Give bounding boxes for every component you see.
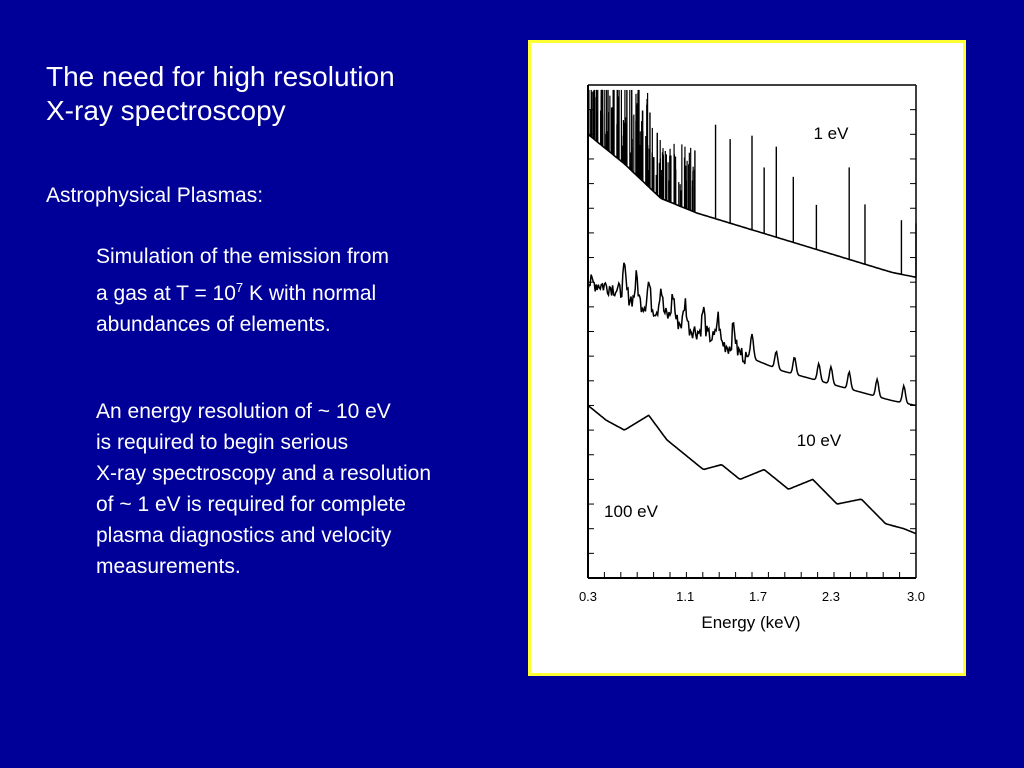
para2-line-3: X-ray spectroscopy and a resolution [96,462,432,485]
series-label-1ev: 1 eV [814,124,850,143]
spectrum-chart: 0.3 1.1 1.7 2.3 3.0 Energy (keV) 1 eV 10 eV 100 … [579,84,925,632]
series-label-100ev: 100 eV [604,502,659,521]
x-tick-label: 2.3 [822,589,840,604]
title-line-1: The need for high resolution [46,61,395,92]
x-tick-label: 1.1 [676,589,694,604]
para2-line-4: of ~ 1 eV is required for complete [96,493,406,516]
para1-line-2-post: K with normal [243,282,377,305]
x-tick-label: 1.7 [749,589,767,604]
para1-line-2-pre: a gas at T = 10 [96,282,236,305]
x-tick-label: 3.0 [907,589,925,604]
para2-line-1: An energy resolution of ~ 10 eV [96,400,391,423]
simulation-paragraph: Simulation of the emission from a gas at… [96,241,389,340]
para1-line-2: a gas at T = 107 K with normal [96,272,389,309]
series-100ev-curve [587,404,917,535]
para2-line-6: measurements. [96,555,241,578]
resolution-paragraph: An energy resolution of ~ 10 eV is requi… [96,396,431,582]
para2-line-5: plasma diagnostics and velocity [96,524,392,547]
slide-title: The need for high resolution X-ray spect… [46,60,395,128]
series-10ev-curve [587,262,917,407]
series-label-10ev: 10 eV [797,431,842,450]
x-tick-label: 0.3 [579,589,597,604]
para1-exponent: 7 [235,280,244,295]
para1-line-3: abundances of elements. [96,313,331,336]
x-axis-label: Energy (keV) [701,613,800,632]
para2-line-2: is required to begin serious [96,431,349,454]
spectrum-figure-panel: 0.3 1.1 1.7 2.3 3.0 Energy (keV) 1 eV 10 eV 100 … [528,40,966,676]
section-subhead: Astrophysical Plasmas: [46,184,264,207]
para1-line-1: Simulation of the emission from [96,245,389,268]
title-line-2: X-ray spectroscopy [46,95,286,126]
